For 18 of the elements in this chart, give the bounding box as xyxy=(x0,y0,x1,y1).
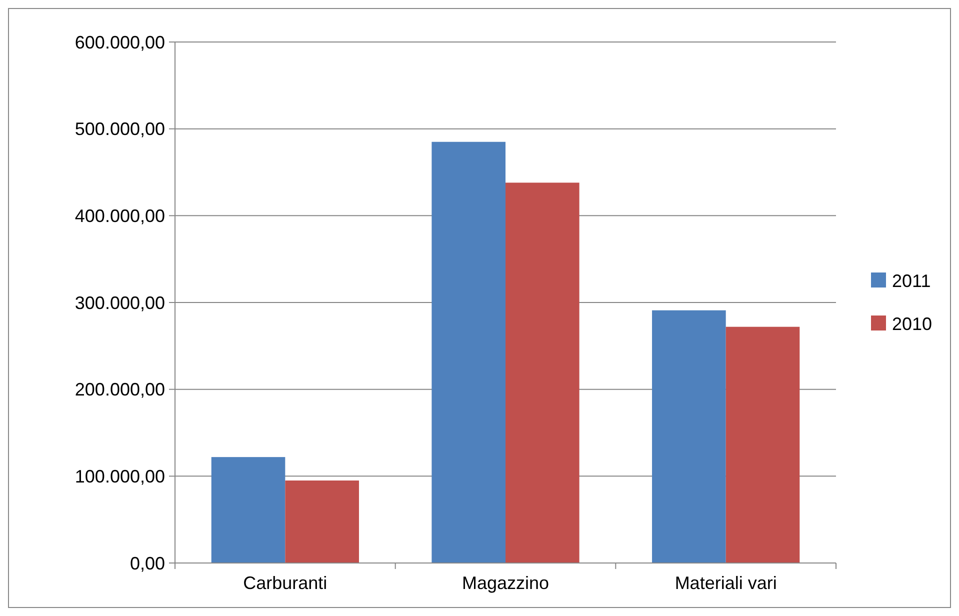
bar xyxy=(506,182,580,563)
y-tick-label: 200.000,00 xyxy=(74,380,165,400)
y-tick-label: 300.000,00 xyxy=(74,292,165,313)
y-tick-label: 100.000,00 xyxy=(74,466,165,486)
bar xyxy=(285,480,359,563)
legend-label: 2011 xyxy=(892,270,931,291)
y-tick-label: 500.000,00 xyxy=(74,119,165,140)
y-tick-label: 0,00 xyxy=(130,553,165,574)
y-tick-label: 400.000,00 xyxy=(74,206,165,226)
legend-label: 2010 xyxy=(892,314,932,334)
bar xyxy=(432,142,506,563)
y-tick-label: 600.000,00 xyxy=(74,32,165,52)
bar xyxy=(726,326,800,563)
x-tick-label: Materiali vari xyxy=(674,573,777,593)
bar xyxy=(211,457,286,563)
x-tick-label: Carburanti xyxy=(243,573,328,593)
bar xyxy=(652,310,726,563)
x-tick-label: Magazzino xyxy=(462,573,550,593)
